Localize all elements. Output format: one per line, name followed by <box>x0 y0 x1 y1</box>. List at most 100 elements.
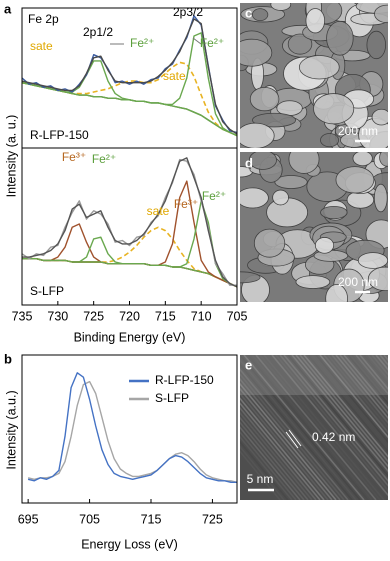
grain <box>367 266 388 292</box>
data-line <box>21 15 238 134</box>
spacing-marker <box>288 429 302 447</box>
x-tick-label: 715 <box>141 512 162 526</box>
lattice-fringe <box>315 355 388 444</box>
lattice-fringe <box>271 355 388 497</box>
lattice-fringe <box>311 355 388 449</box>
grain <box>272 189 289 206</box>
data-line <box>27 380 238 483</box>
x-tick-label: 735 <box>12 309 33 323</box>
grain <box>313 93 355 125</box>
lattice-fringe <box>240 435 293 500</box>
grain <box>240 38 273 67</box>
lattice-fringe <box>279 355 388 487</box>
grain <box>240 271 261 284</box>
data-line <box>21 60 238 137</box>
micrograph <box>240 152 388 302</box>
annotation: Fe³⁺ <box>62 150 86 164</box>
arrow <box>192 37 202 45</box>
grain <box>373 183 388 213</box>
grain <box>326 20 354 56</box>
y-axis-label: Intensity (a.u.) <box>4 390 18 469</box>
lattice-fringe <box>240 431 297 500</box>
grain <box>251 8 269 22</box>
panel-label: b <box>4 351 12 366</box>
grain <box>357 252 388 269</box>
lattice-fringe <box>240 421 305 500</box>
plot-frame <box>21 354 238 504</box>
annotation: R-LFP-150 <box>30 128 89 142</box>
legend-label: S-LFP <box>155 391 189 405</box>
data-line <box>21 61 238 137</box>
lattice-fringe <box>355 355 388 395</box>
lattice-fringe <box>295 355 388 468</box>
data-line <box>22 157 238 288</box>
lattice-fringe <box>240 426 301 500</box>
lattice-fringe <box>240 377 341 500</box>
lattice-fringe <box>240 358 357 500</box>
data-line <box>22 223 238 288</box>
lattice-fringe <box>263 355 385 500</box>
lattice-fringe <box>307 355 388 453</box>
lattice-fringe <box>347 355 388 405</box>
micrograph <box>240 355 388 500</box>
lattice-fringe <box>275 355 388 492</box>
lattice-fringe <box>255 355 377 500</box>
x-tick-label: 730 <box>47 309 68 323</box>
lattice-fringe <box>240 397 325 500</box>
lattice-fringe <box>339 355 388 415</box>
annotation: S-LFP <box>30 284 64 298</box>
lattice-fringe <box>240 368 349 500</box>
scale-bar-label: 200 nm <box>338 275 378 289</box>
legend-label: R-LFP-150 <box>155 373 214 387</box>
grain <box>320 133 340 148</box>
grain <box>240 187 269 209</box>
annotation: Fe²⁺ <box>130 36 154 50</box>
lattice-fringe <box>287 355 388 478</box>
lattice-fringe <box>343 355 388 410</box>
grain <box>335 166 375 194</box>
data-line <box>22 226 238 288</box>
annotation: 2p3/2 <box>173 5 203 19</box>
plot-frame <box>21 7 238 149</box>
lattice-fringe <box>331 355 388 424</box>
annotation: Fe 2p <box>28 12 59 26</box>
spacing-label: 0.42 nm <box>312 430 355 444</box>
grain <box>287 33 313 55</box>
lattice-fringe <box>267 355 388 500</box>
grain <box>270 3 292 11</box>
x-tick-label: 715 <box>155 309 176 323</box>
grain <box>298 55 340 80</box>
x-tick-label: 705 <box>79 512 100 526</box>
lattice-fringe <box>240 445 285 500</box>
lattice-fringe <box>240 440 289 500</box>
lattice-fringe <box>240 411 313 500</box>
lattice-fringe <box>240 387 333 500</box>
scale-bar-label: 5 nm <box>247 472 274 486</box>
grain <box>314 237 335 254</box>
annotation: sate <box>30 39 53 53</box>
panel-label: c <box>245 5 252 20</box>
lattice-fringe <box>240 450 281 500</box>
x-axis-label: Binding Energy (eV) <box>74 330 186 344</box>
lattice-fringe <box>240 416 309 500</box>
grain <box>379 152 388 167</box>
grain <box>249 86 280 112</box>
lattice-fringe <box>291 355 388 473</box>
x-tick-label: 695 <box>18 512 39 526</box>
grain <box>374 4 388 24</box>
lattice-fringe <box>319 355 388 439</box>
lattice-fringe <box>303 355 388 458</box>
lattice-fringe <box>251 355 373 500</box>
annotation: Fe²⁺ <box>202 189 226 203</box>
lattice-fringe <box>240 363 353 500</box>
x-tick-label: 710 <box>191 309 212 323</box>
annotation: sate <box>147 204 170 218</box>
lattice-fringe <box>240 373 345 500</box>
x-tick-label: 705 <box>227 309 248 323</box>
lattice-fringe <box>335 355 388 420</box>
micrograph <box>240 3 388 148</box>
lattice-fringe <box>323 355 388 434</box>
lattice-fringe <box>240 406 317 500</box>
